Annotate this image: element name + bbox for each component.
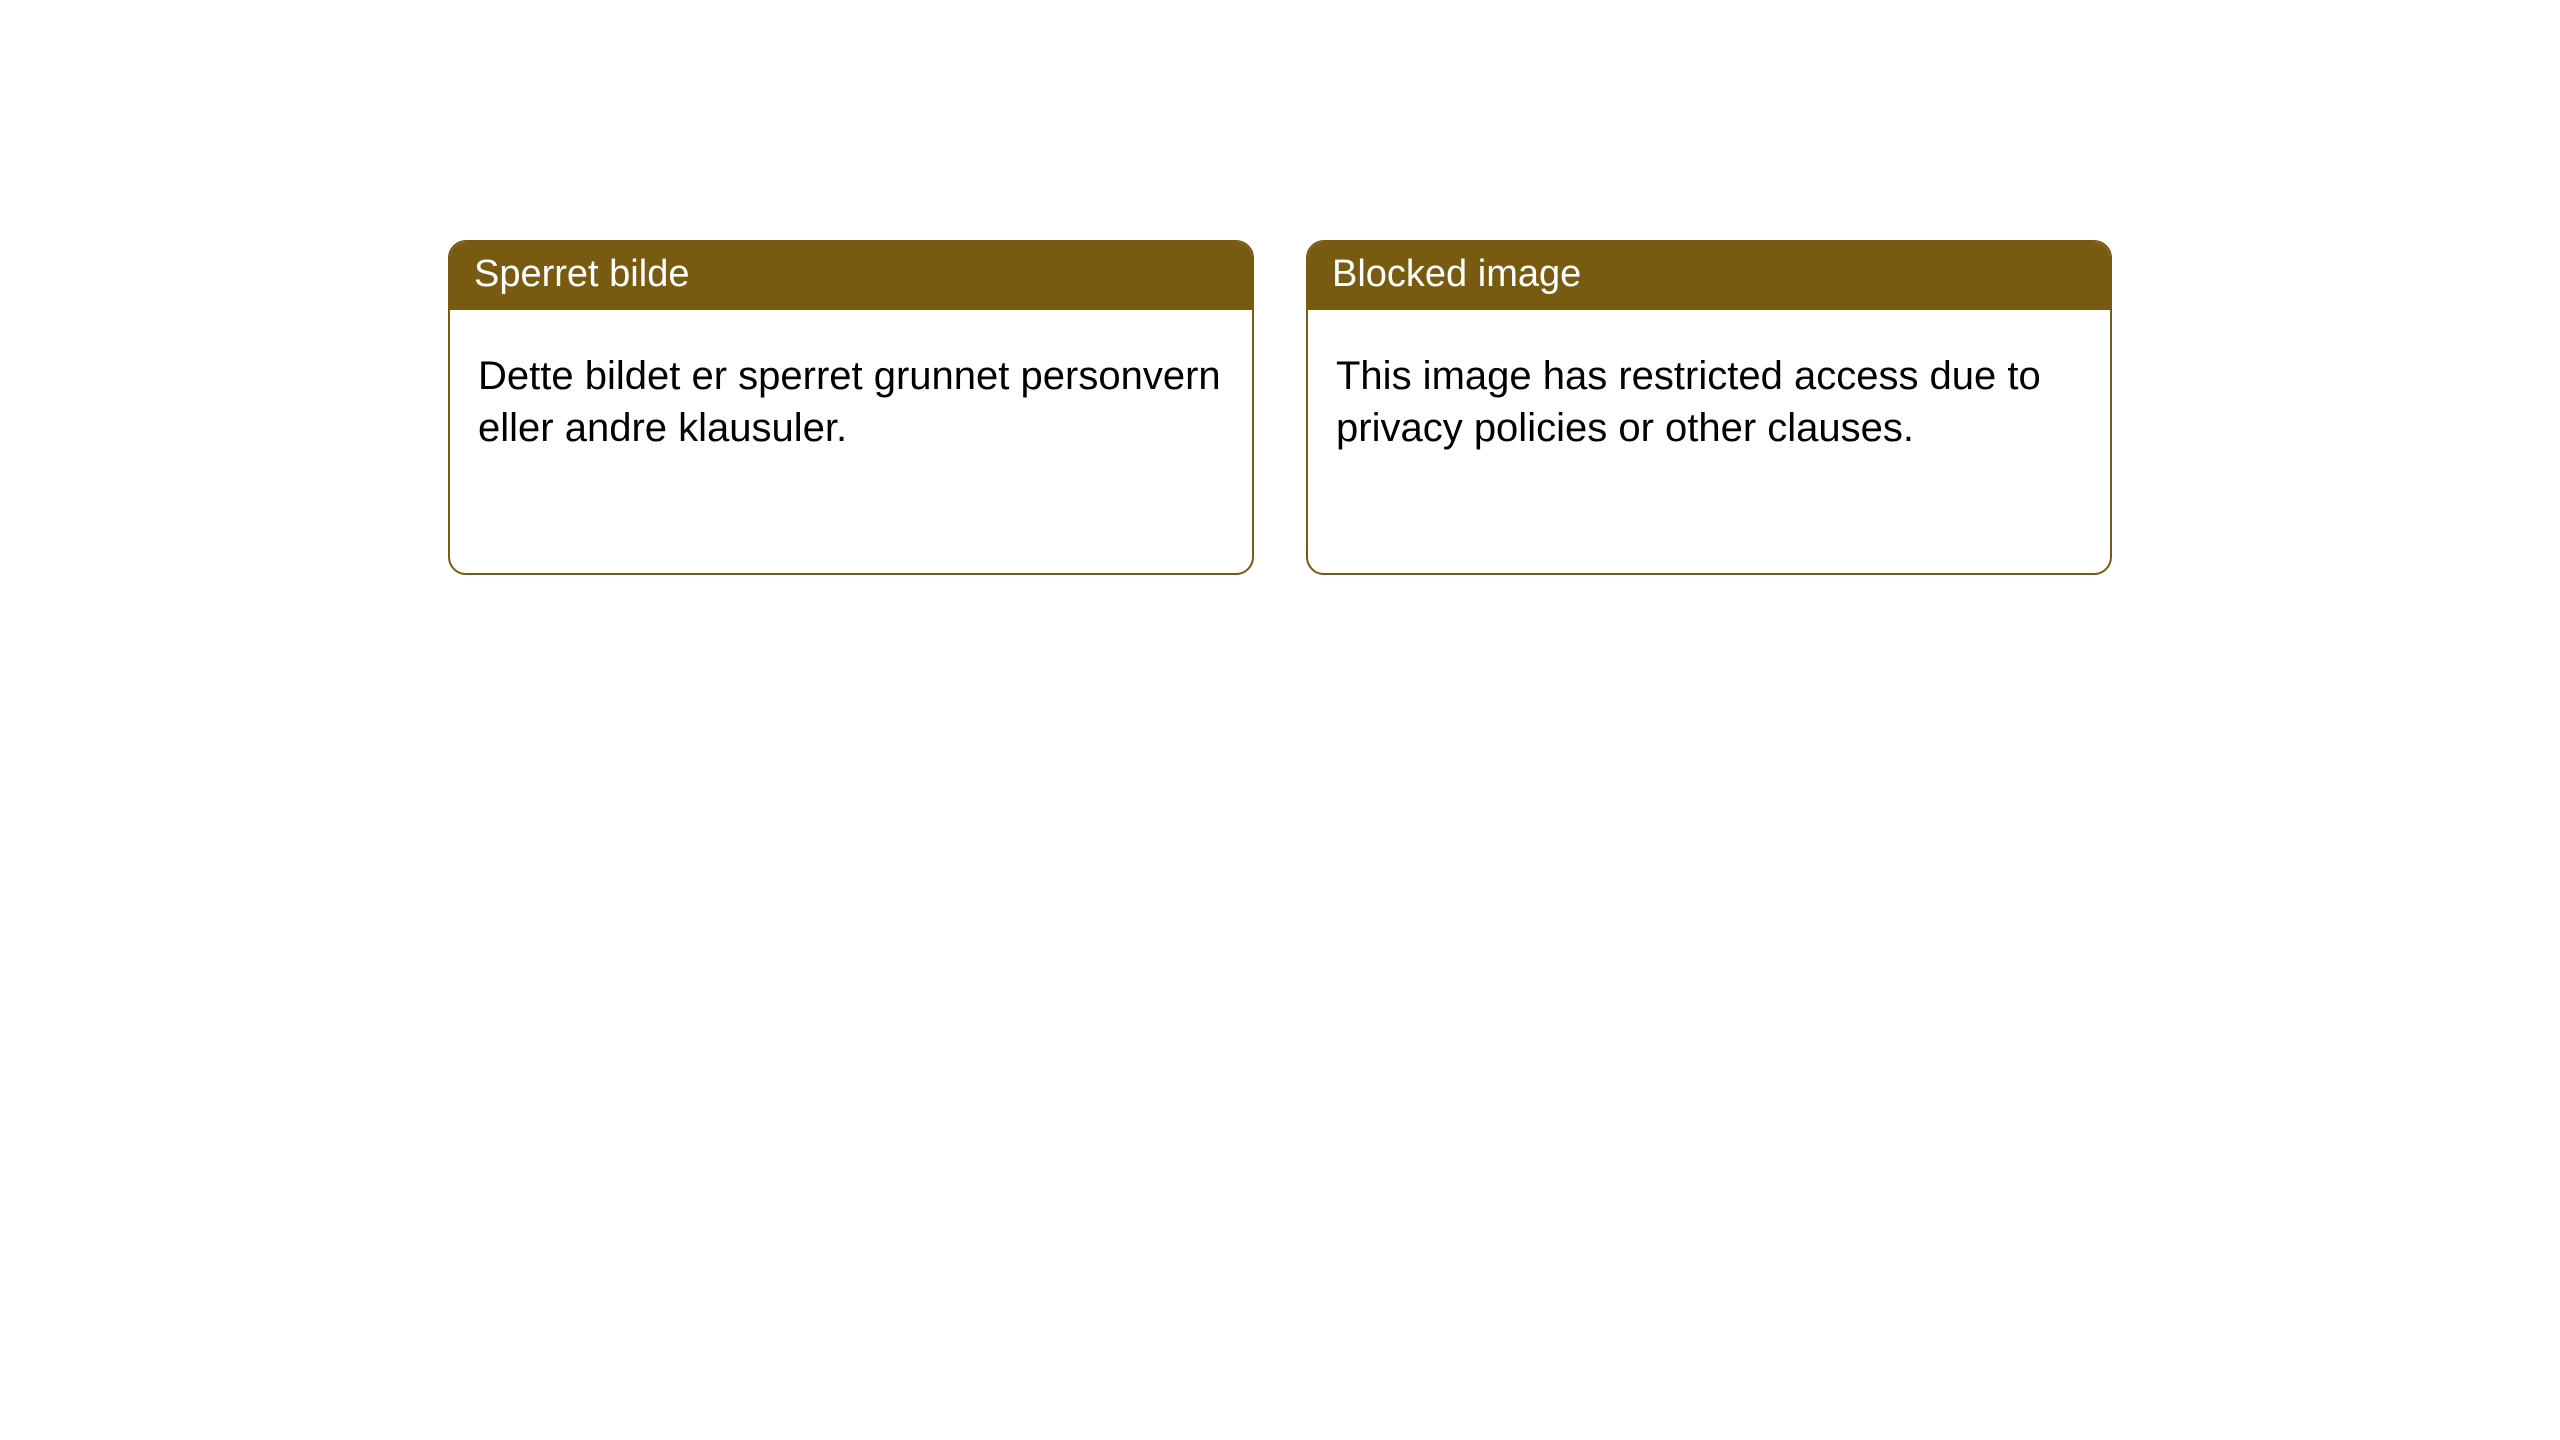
card-text: Dette bildet er sperret grunnet personve… xyxy=(478,354,1221,450)
card-body: This image has restricted access due to … xyxy=(1308,310,2110,482)
card-title: Blocked image xyxy=(1332,253,1581,295)
notice-card-norwegian: Sperret bilde Dette bildet er sperret gr… xyxy=(448,240,1254,575)
card-text: This image has restricted access due to … xyxy=(1336,354,2041,450)
card-header: Sperret bilde xyxy=(450,242,1252,310)
card-title: Sperret bilde xyxy=(474,253,689,295)
notice-container: Sperret bilde Dette bildet er sperret gr… xyxy=(0,0,2560,575)
notice-card-english: Blocked image This image has restricted … xyxy=(1306,240,2112,575)
card-body: Dette bildet er sperret grunnet personve… xyxy=(450,310,1252,482)
card-header: Blocked image xyxy=(1308,242,2110,310)
